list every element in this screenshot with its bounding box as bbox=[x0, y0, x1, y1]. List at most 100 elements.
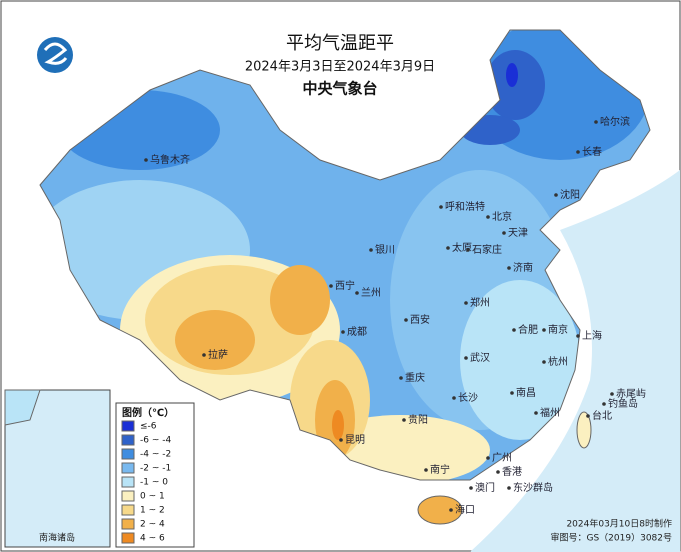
city-label: 贵阳 bbox=[408, 413, 428, 426]
city-label: 香港 bbox=[502, 466, 522, 478]
city-label: 西宁 bbox=[335, 279, 355, 292]
city-label: 拉萨 bbox=[208, 348, 228, 361]
city-label: 成都 bbox=[347, 326, 367, 338]
city-label: 郑州 bbox=[470, 296, 490, 309]
sea bbox=[470, 170, 680, 552]
city-label: 长沙 bbox=[458, 392, 478, 404]
city-label: 东沙群岛 bbox=[513, 481, 553, 494]
city-label: 乌鲁木齐 bbox=[150, 153, 190, 166]
legend-swatch bbox=[121, 518, 135, 530]
city-dot bbox=[542, 360, 546, 364]
city-dot bbox=[202, 353, 206, 357]
city-label: 南宁 bbox=[430, 463, 450, 476]
city-label: 重庆 bbox=[405, 371, 425, 384]
legend-label: -6 ~ -4 bbox=[140, 436, 171, 446]
city-dot bbox=[452, 396, 456, 400]
title: 平均气温距平 bbox=[286, 33, 394, 54]
legend-title: 图例（℃） bbox=[122, 406, 174, 419]
city-dot bbox=[602, 402, 606, 406]
city-dot bbox=[486, 456, 490, 460]
city-label: 西安 bbox=[410, 313, 430, 326]
inset: 南海诸岛 bbox=[4, 389, 111, 548]
legend-label: 2 ~ 4 bbox=[140, 520, 165, 530]
legend-swatch bbox=[121, 448, 135, 460]
city-label: 北京 bbox=[492, 210, 512, 223]
city-label: 澳门 bbox=[475, 481, 495, 494]
footer-made: 2024年03月10日8时制作 bbox=[566, 518, 672, 530]
legend-label: ≤-6 bbox=[140, 422, 157, 432]
city-dot bbox=[402, 418, 406, 422]
city-dot bbox=[449, 508, 453, 512]
city-label: 海口 bbox=[455, 503, 475, 516]
logo-mark bbox=[43, 42, 68, 65]
city-dot bbox=[339, 438, 343, 442]
city-label: 呼和浩特 bbox=[445, 201, 485, 213]
taiwan bbox=[576, 411, 592, 449]
city-label: 武汉 bbox=[470, 351, 490, 364]
city-dot bbox=[399, 376, 403, 380]
city-label: 合肥 bbox=[518, 323, 538, 336]
city-label: 上海 bbox=[582, 329, 602, 342]
city-dot bbox=[576, 334, 580, 338]
legend-label: 0 ~ 1 bbox=[140, 492, 165, 502]
city-dot bbox=[464, 301, 468, 305]
legend-swatch bbox=[121, 532, 135, 544]
legend-swatch bbox=[121, 504, 135, 516]
city-label: 济南 bbox=[513, 261, 533, 274]
hainan bbox=[417, 495, 463, 525]
city-dot bbox=[502, 231, 506, 235]
city-dot bbox=[507, 266, 511, 270]
city-dot bbox=[512, 328, 516, 332]
logo bbox=[37, 37, 73, 73]
city-dot bbox=[446, 246, 450, 250]
city-label: 赤尾屿 bbox=[616, 388, 646, 400]
city-dot bbox=[610, 392, 614, 396]
legend-label: 1 ~ 2 bbox=[140, 506, 165, 516]
city-dot bbox=[496, 470, 500, 474]
city-dot bbox=[424, 468, 428, 472]
legend-label: -1 ~ 0 bbox=[140, 478, 168, 488]
legend-swatch bbox=[121, 476, 135, 488]
city-label: 杭州 bbox=[548, 355, 568, 368]
legend-swatch bbox=[121, 434, 135, 446]
city-label: 兰州 bbox=[361, 286, 381, 299]
city-label: 福州 bbox=[540, 406, 560, 419]
city-label: 台北 bbox=[592, 409, 612, 422]
city-dot bbox=[466, 248, 470, 252]
city-label: 沈阳 bbox=[560, 188, 580, 201]
legend-label: -2 ~ -1 bbox=[140, 464, 171, 474]
city-label: 石家庄 bbox=[472, 243, 502, 256]
city-dot bbox=[329, 284, 333, 288]
city-dot bbox=[507, 486, 511, 490]
city-label: 钓鱼岛 bbox=[608, 397, 638, 410]
legend-label: 4 ~ 6 bbox=[140, 534, 165, 544]
city-dot bbox=[439, 205, 443, 209]
city-label: 南京 bbox=[548, 323, 568, 336]
city-dot bbox=[355, 291, 359, 295]
inset-label: 南海诸岛 bbox=[39, 532, 75, 544]
city-label: 银川 bbox=[375, 243, 395, 256]
city-dot bbox=[469, 486, 473, 490]
legend-swatch bbox=[121, 462, 135, 474]
city-label: 太原 bbox=[452, 241, 472, 254]
city-dot bbox=[554, 193, 558, 197]
city-label: 广州 bbox=[492, 452, 512, 464]
subtitle: 2024年3月3日至2024年3月9日 bbox=[245, 60, 435, 75]
city-dot bbox=[464, 356, 468, 360]
city-dot bbox=[144, 158, 148, 162]
city-dot bbox=[586, 414, 590, 418]
border bbox=[39, 29, 651, 481]
city-label: 南昌 bbox=[516, 386, 536, 399]
city-dot bbox=[510, 391, 514, 395]
legend-swatch bbox=[121, 420, 135, 432]
legend: 图例（℃） ≤-6 -6 ~ -4 -4 ~ -2 -2 ~ -1 -1 ~ 0 0 ~ … bbox=[115, 402, 195, 548]
city-dot bbox=[542, 328, 546, 332]
city-dot bbox=[594, 120, 598, 124]
city-dot bbox=[486, 215, 490, 219]
agency: 中央气象台 bbox=[302, 80, 377, 98]
city-label: 哈尔滨 bbox=[600, 115, 630, 128]
footer-approval: 审图号：GS（2019）3082号 bbox=[551, 532, 673, 544]
city-dot bbox=[576, 150, 580, 154]
